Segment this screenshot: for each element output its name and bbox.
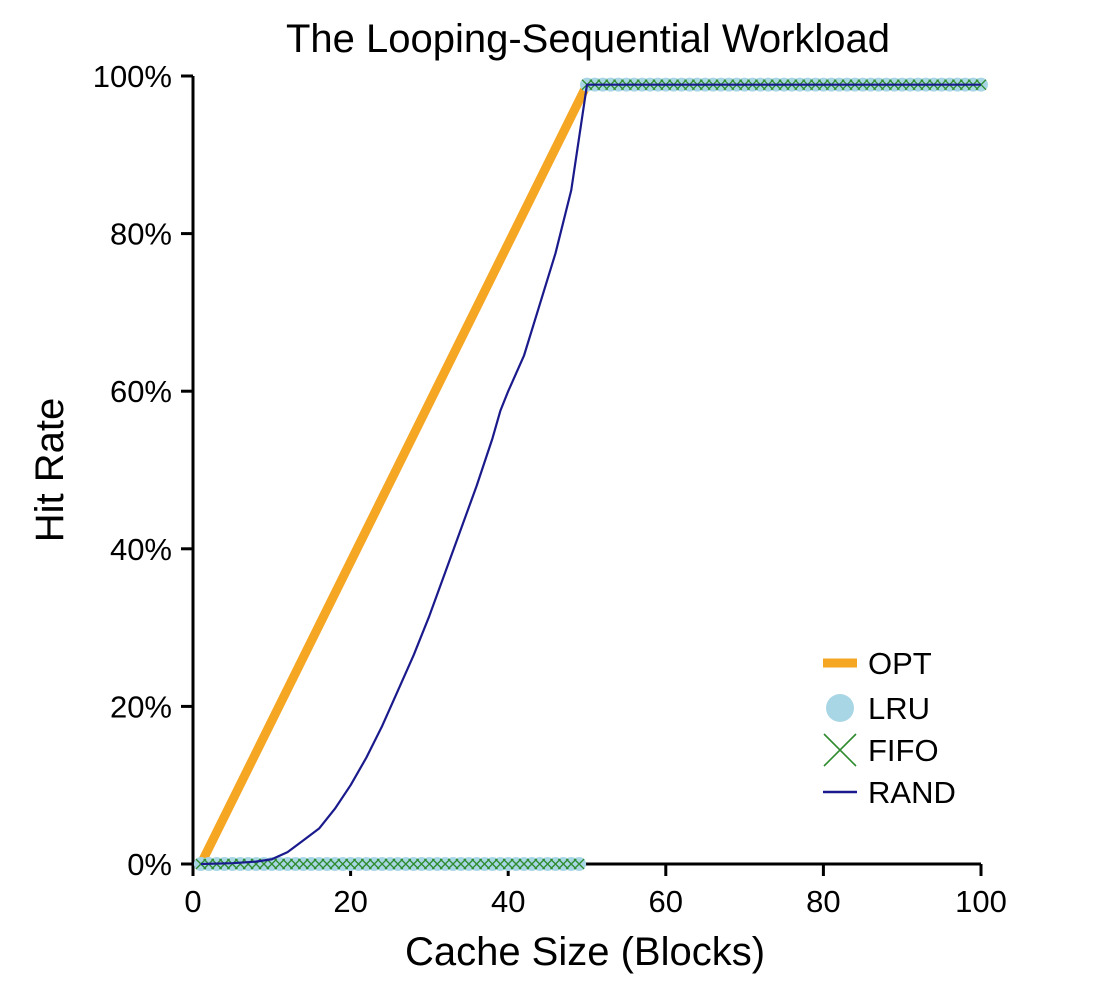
y-axis-label: Hit Rate <box>28 398 72 543</box>
legend: OPT LRU FIFO RAND <box>823 646 956 810</box>
chart-title: The Looping-Sequential Workload <box>286 17 890 61</box>
x-tick-label: 60 <box>649 884 683 919</box>
axes <box>191 76 981 866</box>
x-ticks: 0 20 40 60 80 100 <box>184 864 1007 919</box>
y-tick-label: 60% <box>110 374 172 409</box>
fifo-point <box>565 858 577 870</box>
legend-label-fifo: FIFO <box>868 733 939 768</box>
fifo-point <box>494 858 506 870</box>
fifo-point <box>439 858 451 870</box>
fifo-point <box>557 858 569 870</box>
fifo-point <box>289 858 301 870</box>
fifo-point <box>550 858 561 870</box>
fifo-point <box>360 858 372 870</box>
y-tick-label: 20% <box>110 689 172 724</box>
fifo-point <box>416 858 427 870</box>
fifo-point <box>518 858 530 870</box>
legend-label-lru: LRU <box>868 691 930 726</box>
fifo-point <box>321 858 333 870</box>
fifo-point <box>479 858 491 870</box>
fifo-point <box>274 858 286 870</box>
legend-label-opt: OPT <box>868 646 932 681</box>
fifo-point <box>242 858 254 870</box>
x-axis-label: Cache Size (Blocks) <box>405 930 765 974</box>
x-tick-label: 20 <box>333 884 367 919</box>
legend-label-rand: RAND <box>868 775 956 810</box>
fifo-point <box>542 858 554 870</box>
fifo-point <box>297 858 309 870</box>
fifo-point <box>392 858 404 870</box>
fifo-point <box>408 858 420 870</box>
fifo-point <box>510 858 522 870</box>
fifo-point <box>384 858 396 870</box>
fifo-point <box>471 858 483 870</box>
fifo-point <box>463 858 475 870</box>
fifo-point <box>313 858 325 870</box>
fifo-point <box>447 858 459 870</box>
y-tick-label: 40% <box>110 532 172 567</box>
fifo-point <box>423 858 435 870</box>
fifo-point <box>345 858 357 870</box>
x-tick-label: 100 <box>955 884 1007 919</box>
x-tick-label: 80 <box>806 884 840 919</box>
y-tick-label: 0% <box>127 847 172 882</box>
fifo-point <box>305 858 317 870</box>
fifo-point <box>431 858 443 870</box>
fifo-point <box>534 858 546 870</box>
legend-swatch-fifo <box>823 733 857 767</box>
fifo-point <box>353 858 364 870</box>
fifo-point <box>282 858 294 870</box>
series-line-rand <box>200 83 981 866</box>
fifo-point <box>234 858 246 870</box>
fifo-point <box>486 858 498 870</box>
y-ticks: 0% 20% 40% 60% 80% 100% <box>93 59 193 882</box>
fifo-point <box>400 858 412 870</box>
y-tick-label: 100% <box>93 59 172 94</box>
fifo-point <box>337 858 349 870</box>
fifo-point <box>502 858 514 870</box>
fifo-point <box>455 858 467 870</box>
plot-area <box>193 77 988 871</box>
legend-swatch-lru <box>826 694 854 722</box>
y-tick-label: 80% <box>110 217 172 252</box>
x-tick-label: 40 <box>491 884 525 919</box>
fifo-point <box>573 858 585 870</box>
fifo-point <box>368 858 380 870</box>
fifo-point <box>526 858 538 870</box>
fifo-point <box>376 858 388 870</box>
fifo-point <box>329 858 341 870</box>
x-tick-label: 0 <box>184 884 201 919</box>
series-line-opt <box>196 80 981 866</box>
